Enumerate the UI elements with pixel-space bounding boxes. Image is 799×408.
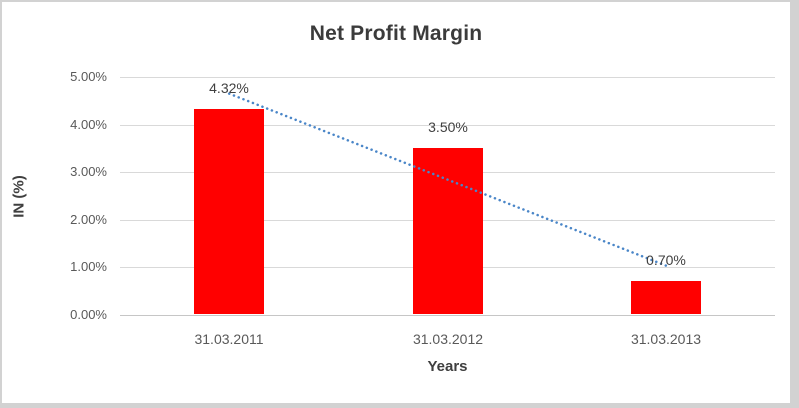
- y-tick-label: 3.00%: [70, 164, 107, 179]
- bar-31.03.2011: [194, 109, 264, 314]
- y-tick-label: 4.00%: [70, 117, 107, 132]
- data-label: 0.70%: [646, 252, 686, 268]
- data-label: 4.32%: [209, 80, 249, 96]
- chart-title: Net Profit Margin: [309, 22, 483, 45]
- data-label: 3.50%: [428, 119, 468, 135]
- x-axis-title: Years: [427, 358, 468, 375]
- y-axis-title: IN (%): [10, 175, 28, 218]
- gridline: [120, 77, 775, 78]
- x-tick-label: 31.03.2011: [194, 330, 264, 347]
- x-axis-line: [120, 315, 775, 316]
- bar-31.03.2012: [413, 148, 483, 314]
- y-tick-label: 2.00%: [70, 212, 107, 227]
- y-tick-label: 5.00%: [70, 69, 107, 84]
- bar-31.03.2013: [631, 281, 701, 314]
- y-tick-label: 1.00%: [70, 259, 107, 274]
- y-tick-label: 0.00%: [70, 307, 107, 322]
- x-tick-label: 31.03.2012: [412, 330, 484, 347]
- x-tick-label: 31.03.2013: [630, 330, 702, 347]
- chart-frame: Net Profit Margin IN (%) 0.00% 1.00% 2.00%…: [2, 2, 790, 403]
